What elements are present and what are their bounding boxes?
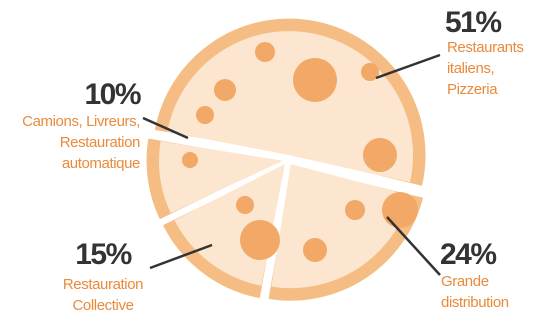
category-label: Pizzeria [447,81,498,98]
category-label: Collective [72,297,133,314]
value-label: 24% [440,238,496,271]
category-label: Grande [441,273,489,290]
value-label: 10% [84,78,140,111]
category-label: automatique [62,155,140,172]
category-label: italiens, [447,60,494,77]
category-label: distribution [441,294,509,311]
category-label: Restaurants [447,39,523,56]
category-label: Camions, Livreurs, [22,113,140,130]
infographic: 51%Restaurants italiens, Pizzeria 24% Grande… [0,0,542,317]
value-label: 15% [75,238,131,271]
value-label: 51% [445,6,501,39]
category-label: Restauration [60,134,140,151]
slice-cheese [271,164,410,288]
category-label: Restauration [63,276,143,293]
